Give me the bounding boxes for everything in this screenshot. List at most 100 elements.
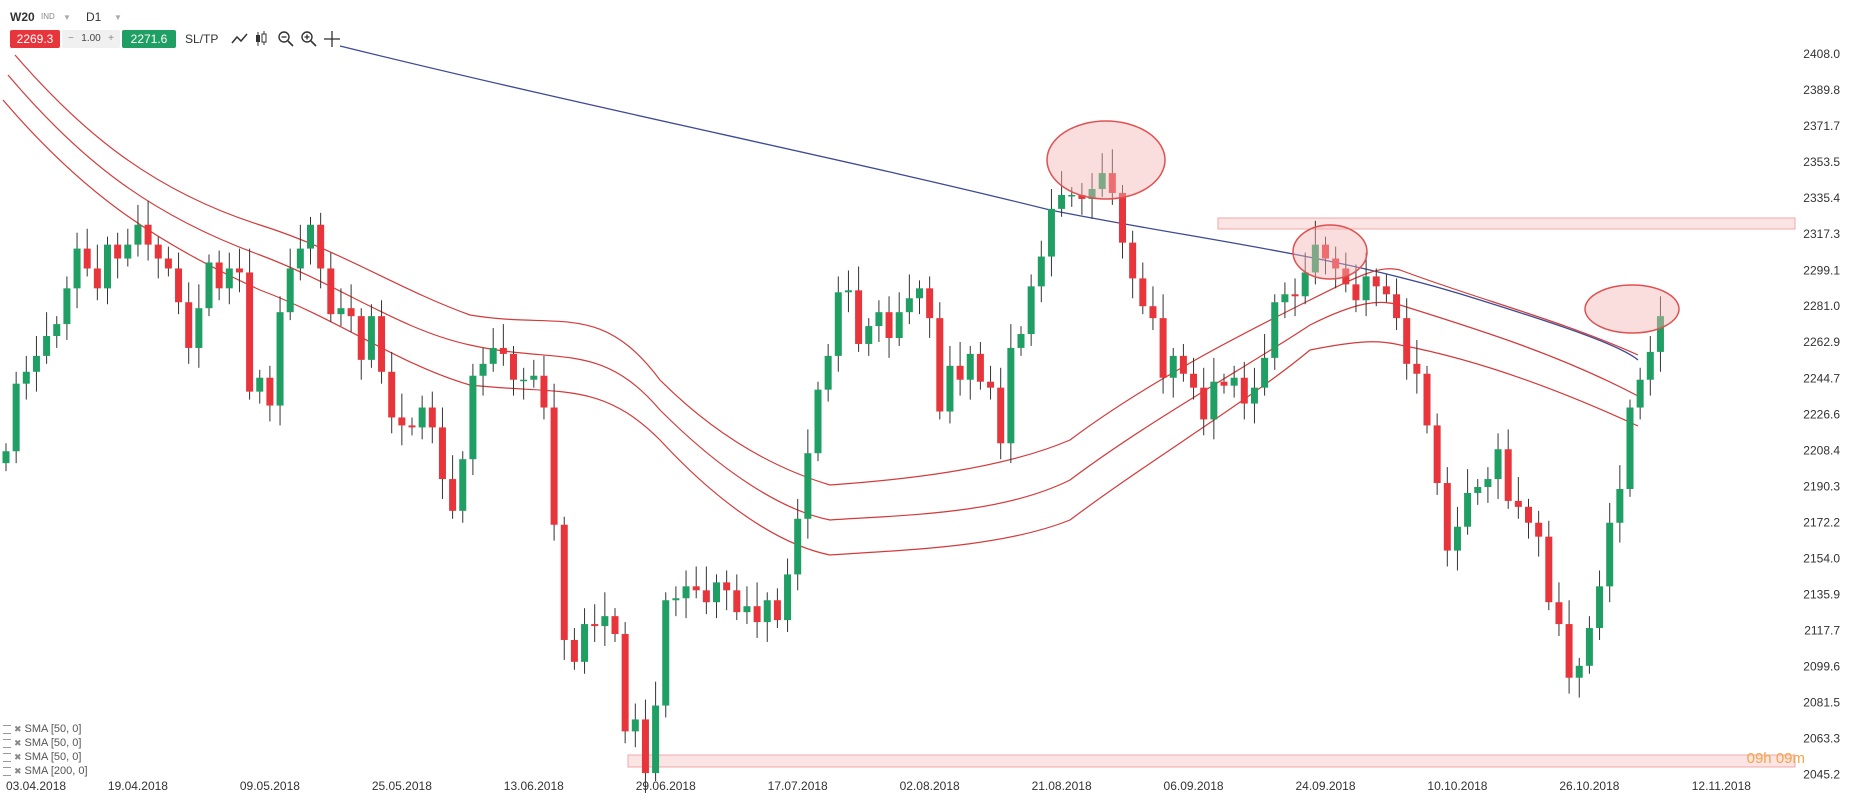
- bearish-candle: [560, 524, 568, 640]
- bullish-candle: [1098, 173, 1106, 189]
- candlestick-icon[interactable]: [253, 29, 273, 49]
- bullish-candle: [682, 586, 690, 599]
- bearish-candle: [154, 244, 162, 259]
- bearish-candle: [1504, 449, 1512, 501]
- bearish-candle: [1393, 294, 1401, 319]
- highlight-circle-3: [1584, 284, 1680, 334]
- bullish-candle: [763, 600, 771, 623]
- bullish-candle: [489, 347, 497, 364]
- timeframe-selector[interactable]: D1: [86, 10, 102, 24]
- indicator-item[interactable]: ✖ SMA [50, 0]: [3, 736, 88, 750]
- close-icon[interactable]: ✖: [14, 752, 22, 762]
- bullish-candle: [743, 606, 751, 613]
- bearish-candle: [692, 586, 700, 591]
- y-tick-label: 2371.7: [1803, 119, 1840, 133]
- bullish-candle: [1088, 189, 1096, 199]
- bearish-candle: [1545, 536, 1553, 603]
- bearish-candle: [1382, 286, 1390, 295]
- bearish-candle: [1220, 381, 1228, 386]
- bullish-candle: [1606, 522, 1614, 587]
- zoom-in-icon[interactable]: [299, 29, 319, 49]
- buy-price-button[interactable]: 2271.6: [122, 30, 176, 48]
- support-zone: [627, 754, 1796, 768]
- bullish-candle: [834, 292, 842, 356]
- y-tick-label: 2262.9: [1803, 335, 1840, 349]
- close-icon[interactable]: ✖: [14, 738, 22, 748]
- bearish-candle: [185, 302, 193, 348]
- y-tick-label: 2299.1: [1803, 263, 1840, 277]
- chevron-down-icon[interactable]: ▼: [63, 13, 71, 22]
- decrease-quantity-button[interactable]: −: [68, 33, 74, 44]
- indicator-label: SMA [50, 0]: [24, 737, 82, 749]
- bullish-candle: [1068, 194, 1076, 197]
- bearish-candle: [93, 268, 101, 289]
- bearish-candle: [702, 590, 710, 603]
- bearish-candle: [1535, 522, 1543, 537]
- bearish-candle: [987, 381, 995, 388]
- close-icon[interactable]: ✖: [14, 766, 22, 776]
- support-resistance-zones: [627, 217, 1796, 768]
- bullish-candle: [601, 616, 609, 627]
- bearish-candle: [1514, 500, 1522, 507]
- crosshair-icon[interactable]: [322, 29, 342, 49]
- y-tick-label: 2353.5: [1803, 155, 1840, 169]
- bullish-candle: [195, 308, 203, 348]
- indicator-item[interactable]: ✖ SMA [200, 0]: [3, 764, 88, 778]
- settings-icon[interactable]: [3, 752, 11, 762]
- bullish-candle: [73, 248, 81, 289]
- bearish-candle: [246, 272, 254, 392]
- bearish-candle: [723, 582, 731, 591]
- bullish-candle: [1169, 355, 1177, 378]
- indicator-item[interactable]: ✖ SMA [50, 0]: [3, 750, 88, 764]
- bearish-candle: [1108, 173, 1116, 193]
- indicator-label: SMA [200, 0]: [24, 765, 88, 777]
- highlight-circles: [1046, 120, 1680, 334]
- bullish-candle: [530, 375, 538, 380]
- bullish-candle: [814, 389, 822, 454]
- bullish-candle: [662, 600, 670, 706]
- bullish-candle: [418, 407, 426, 428]
- bearish-candle: [266, 377, 274, 406]
- bullish-candle: [256, 377, 264, 392]
- bearish-candle: [611, 616, 619, 635]
- increase-quantity-button[interactable]: +: [108, 33, 114, 44]
- bullish-candle: [2, 451, 10, 464]
- indicator-legend: ✖ SMA [50, 0] ✖ SMA [50, 0] ✖ SMA [50, 0] ✖…: [3, 722, 88, 778]
- bearish-candle: [1433, 425, 1441, 484]
- close-icon[interactable]: ✖: [14, 724, 22, 734]
- bearish-candle: [398, 417, 406, 426]
- bearish-candle: [408, 425, 416, 428]
- bearish-candle: [1149, 306, 1157, 319]
- bullish-candle: [1301, 272, 1309, 297]
- bullish-candle: [916, 288, 923, 299]
- sma-50-lower-line: [2, 99, 1639, 556]
- quantity-value[interactable]: 1.00: [81, 33, 101, 44]
- bearish-candle: [1179, 355, 1187, 374]
- bearish-candle: [449, 479, 457, 511]
- bullish-candle: [1261, 357, 1269, 388]
- sl-tp-button[interactable]: SL/TP: [185, 32, 219, 46]
- quantity-stepper[interactable]: − 1.00 +: [62, 30, 120, 48]
- x-tick-label: 09.05.2018: [240, 779, 300, 793]
- settings-icon[interactable]: [3, 766, 11, 776]
- y-tick-label: 2081.5: [1803, 696, 1840, 710]
- y-tick-label: 2226.6: [1803, 407, 1840, 421]
- bullish-candle: [1230, 377, 1238, 386]
- settings-icon[interactable]: [3, 724, 11, 734]
- bullish-candle: [824, 355, 832, 390]
- bullish-candle: [1047, 208, 1055, 257]
- x-tick-label: 17.07.2018: [768, 779, 828, 793]
- x-tick-label: 29.06.2018: [636, 779, 696, 793]
- zoom-out-icon[interactable]: [276, 29, 296, 49]
- bearish-candle: [144, 224, 152, 245]
- bearish-candle: [1372, 276, 1380, 287]
- symbol-name[interactable]: W20: [10, 10, 35, 24]
- bearish-candle: [215, 262, 223, 289]
- bearish-candle: [540, 375, 548, 408]
- sell-price-button[interactable]: 2269.3: [10, 30, 60, 48]
- chevron-down-icon[interactable]: ▼: [114, 13, 122, 22]
- line-chart-icon[interactable]: [230, 29, 250, 49]
- indicator-item[interactable]: ✖ SMA [50, 0]: [3, 722, 88, 736]
- settings-icon[interactable]: [3, 738, 11, 748]
